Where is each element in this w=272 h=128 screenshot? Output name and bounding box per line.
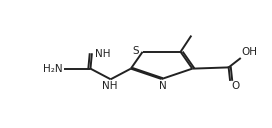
Text: N: N: [159, 81, 167, 90]
Text: OH: OH: [242, 47, 258, 57]
Text: NH: NH: [101, 81, 117, 91]
Text: H₂N: H₂N: [43, 64, 63, 74]
Text: O: O: [231, 81, 240, 91]
Text: S: S: [132, 46, 139, 56]
Text: NH: NH: [95, 49, 110, 59]
